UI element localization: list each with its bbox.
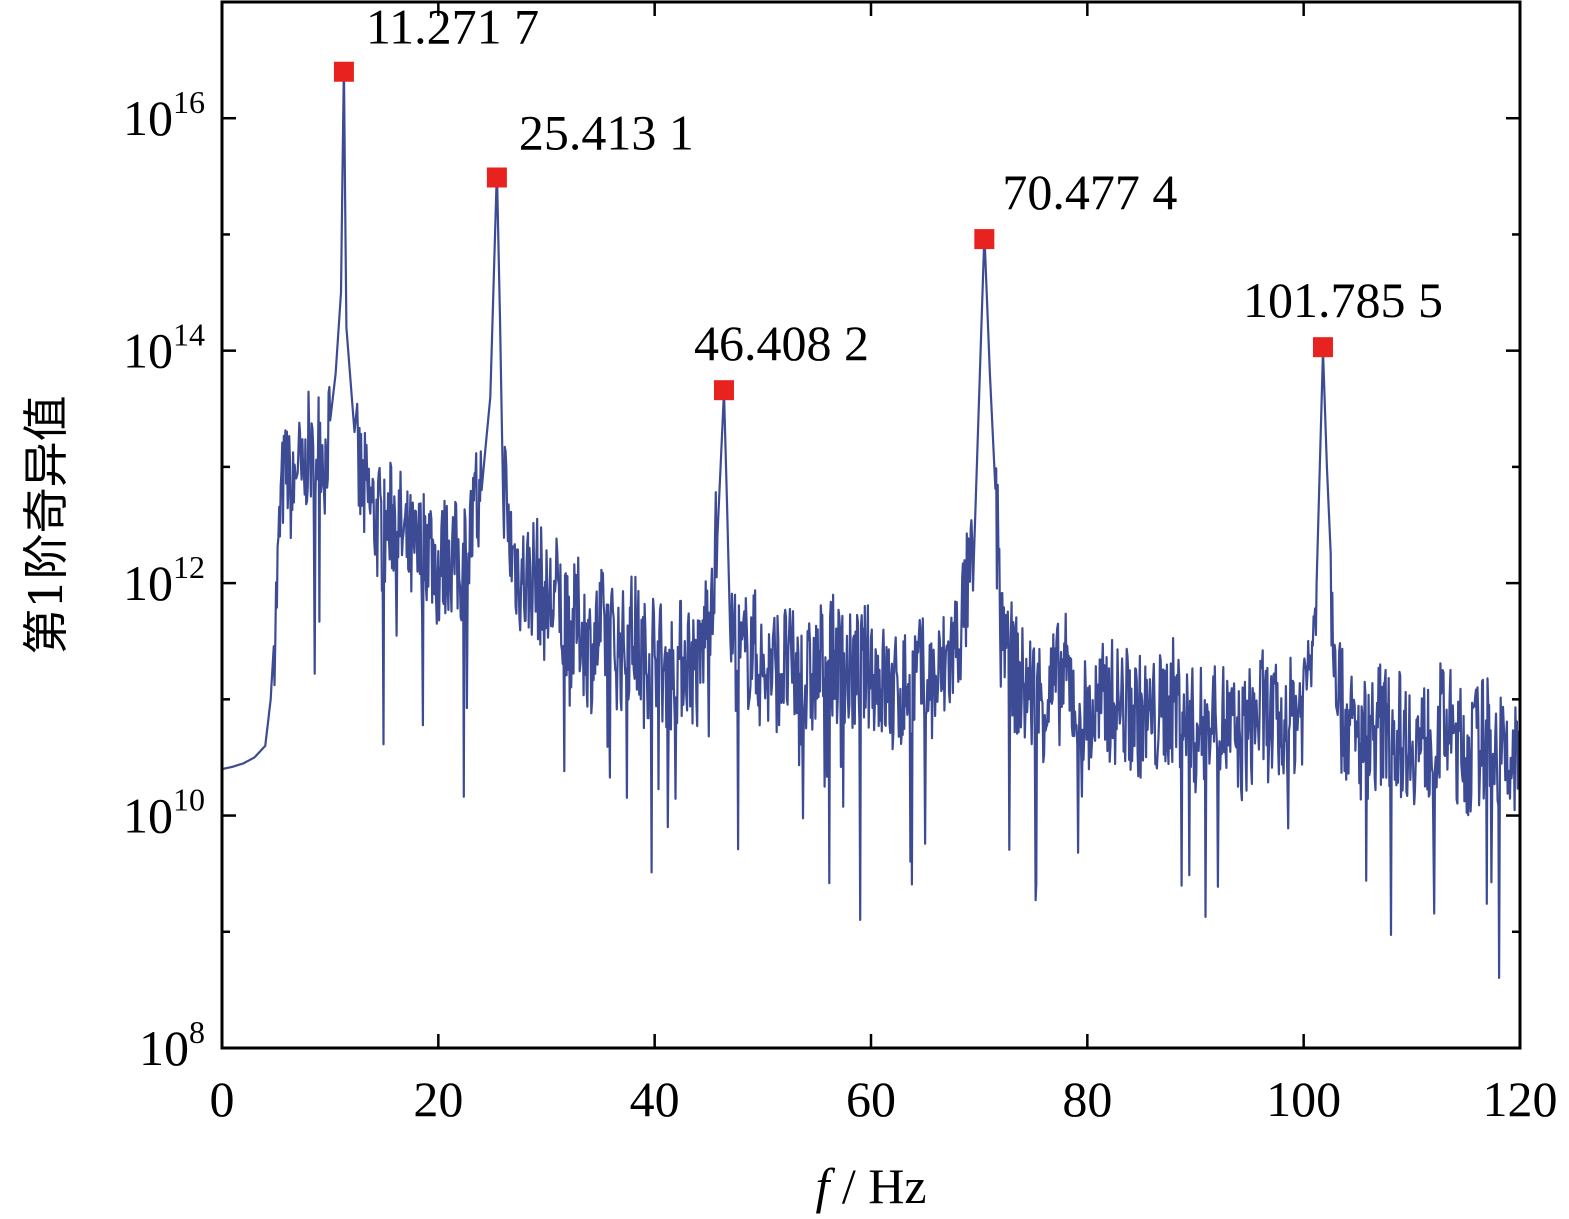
peak-marker: [486, 167, 507, 188]
peak-label: 11.271 7: [366, 0, 539, 55]
x-tick-label: 100: [1266, 1071, 1341, 1127]
y-tick-base: 10: [123, 788, 173, 844]
peaks-layer: 11.271 7 25.413 1 46.408 2 70.477 4 101.785 …: [333, 0, 1443, 401]
y-tick-exponent: 14: [173, 317, 205, 353]
y-tick-label: 1010: [123, 782, 205, 844]
peak-marker: [333, 61, 354, 82]
x-tick-label: 40: [630, 1071, 680, 1127]
x-axis-title: f / Hz: [815, 1158, 926, 1214]
y-tick-label: 108: [139, 1014, 205, 1076]
y-tick-base: 10: [139, 1020, 189, 1076]
series-line-0: [221, 64, 1522, 980]
y-tick-base: 10: [123, 90, 173, 146]
y-tick-exponent: 16: [173, 84, 205, 120]
y-tick-base: 10: [123, 323, 173, 379]
peak-label: 70.477 4: [1002, 164, 1177, 220]
peak-label: 46.408 2: [694, 315, 869, 371]
series-layer: [221, 64, 1522, 980]
x-tick-label: 20: [413, 1071, 463, 1127]
x-tick-label: 0: [210, 1071, 235, 1127]
y-tick-label: 1016: [123, 84, 205, 146]
x-axis-unit: / Hz: [829, 1158, 926, 1214]
y-tick-label: 1014: [123, 317, 205, 379]
x-tick-label: 120: [1483, 1071, 1558, 1127]
y-tick-exponent: 12: [173, 549, 205, 585]
y-tick-exponent: 10: [173, 782, 205, 818]
x-tick-label: 80: [1062, 1071, 1112, 1127]
peak-label: 25.413 1: [519, 104, 694, 160]
peak-marker: [713, 380, 734, 401]
y-tick-label: 1012: [123, 549, 205, 611]
x-tick-label: 60: [846, 1071, 896, 1127]
peak-label: 101.785 5: [1243, 272, 1443, 328]
y-tick-exponent: 8: [189, 1014, 205, 1050]
y-axis-title: 第1阶奇异值: [19, 395, 73, 654]
peak-marker: [974, 229, 995, 250]
y-tick-base: 10: [123, 555, 173, 611]
peak-marker: [1312, 337, 1333, 358]
